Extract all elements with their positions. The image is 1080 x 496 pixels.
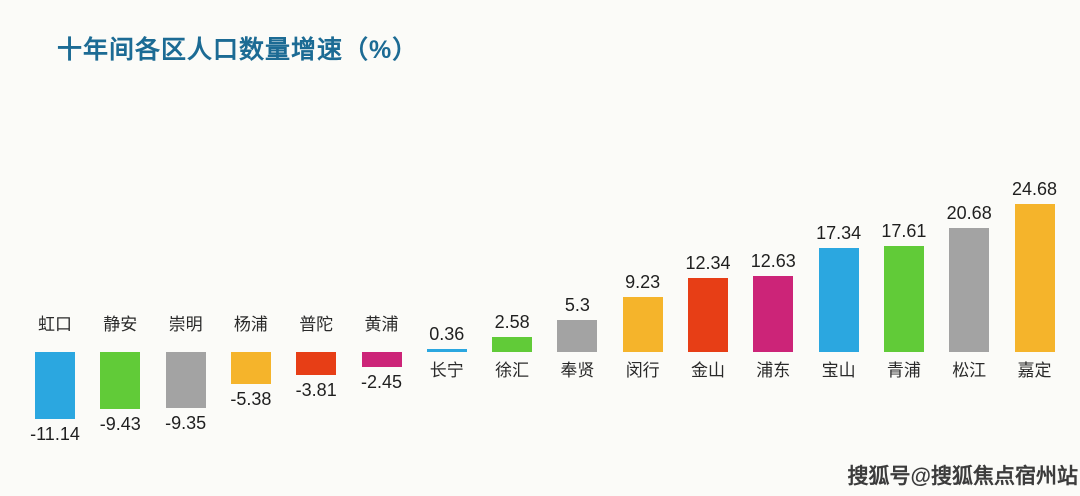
bar-category-label: 虹口 [38, 315, 72, 334]
bar-15 [1014, 204, 1055, 352]
bar-12 [818, 248, 859, 352]
bar-value-label: 20.68 [946, 203, 992, 223]
bar-category-label: 宝山 [821, 361, 856, 380]
bar-category-label: 普陀 [299, 315, 334, 334]
bar-category-label: 静安 [103, 315, 138, 334]
bar-value-label: 17.61 [881, 221, 927, 241]
bar-value-label: -11.14 [30, 424, 80, 444]
chart-title: 十年间各区人口数量增速（%） [57, 36, 419, 64]
bar-value-label: -2.45 [360, 372, 403, 392]
bar-value-label: 12.63 [750, 251, 796, 271]
bar-value-label: 9.23 [625, 272, 661, 292]
bar-1 [100, 352, 141, 409]
bar-4 [296, 352, 337, 375]
bar-value-label: -3.81 [295, 380, 337, 400]
bar-category-label: 奉贤 [560, 361, 595, 380]
bar-6 [426, 349, 467, 352]
bar-11 [753, 276, 794, 352]
bar-category-label: 青浦 [886, 361, 921, 380]
bar-value-label: 12.34 [685, 253, 731, 273]
bar-14 [949, 228, 990, 352]
bar-10 [688, 278, 728, 352]
bar-category-label: 杨浦 [233, 315, 268, 334]
bar-category-label: 松江 [952, 361, 987, 380]
bar-9 [622, 297, 663, 352]
bar-category-label: 闵行 [625, 361, 660, 380]
bar-value-label: 5.3 [564, 295, 590, 315]
bar-category-label: 金山 [691, 361, 725, 380]
watermark-text: 搜狐号@搜狐焦点宿州站 [847, 465, 1078, 488]
bar-5 [361, 352, 402, 367]
bar-value-label: -5.38 [230, 389, 272, 409]
bar-value-label: 24.68 [1011, 179, 1058, 199]
bar-value-label: 2.58 [494, 312, 530, 332]
bar-value-label: 17.34 [816, 223, 862, 243]
bar-0 [35, 352, 75, 419]
bar-2 [165, 352, 206, 408]
bar-category-label: 嘉定 [1017, 361, 1052, 380]
bar-category-label: 浦东 [756, 361, 791, 380]
bar-3 [230, 352, 271, 384]
bar-13 [883, 246, 924, 352]
bar-value-label: -9.43 [99, 414, 141, 434]
bar-value-label: 0.36 [429, 324, 465, 344]
bar-category-label: 黄浦 [364, 315, 399, 334]
bar-category-label: 徐汇 [495, 361, 530, 380]
bar-category-label: 长宁 [429, 361, 464, 380]
bar-value-label: -9.35 [165, 413, 207, 433]
bar-8 [557, 320, 598, 352]
bar-category-label: 崇明 [168, 315, 203, 334]
bar-7 [492, 337, 533, 352]
